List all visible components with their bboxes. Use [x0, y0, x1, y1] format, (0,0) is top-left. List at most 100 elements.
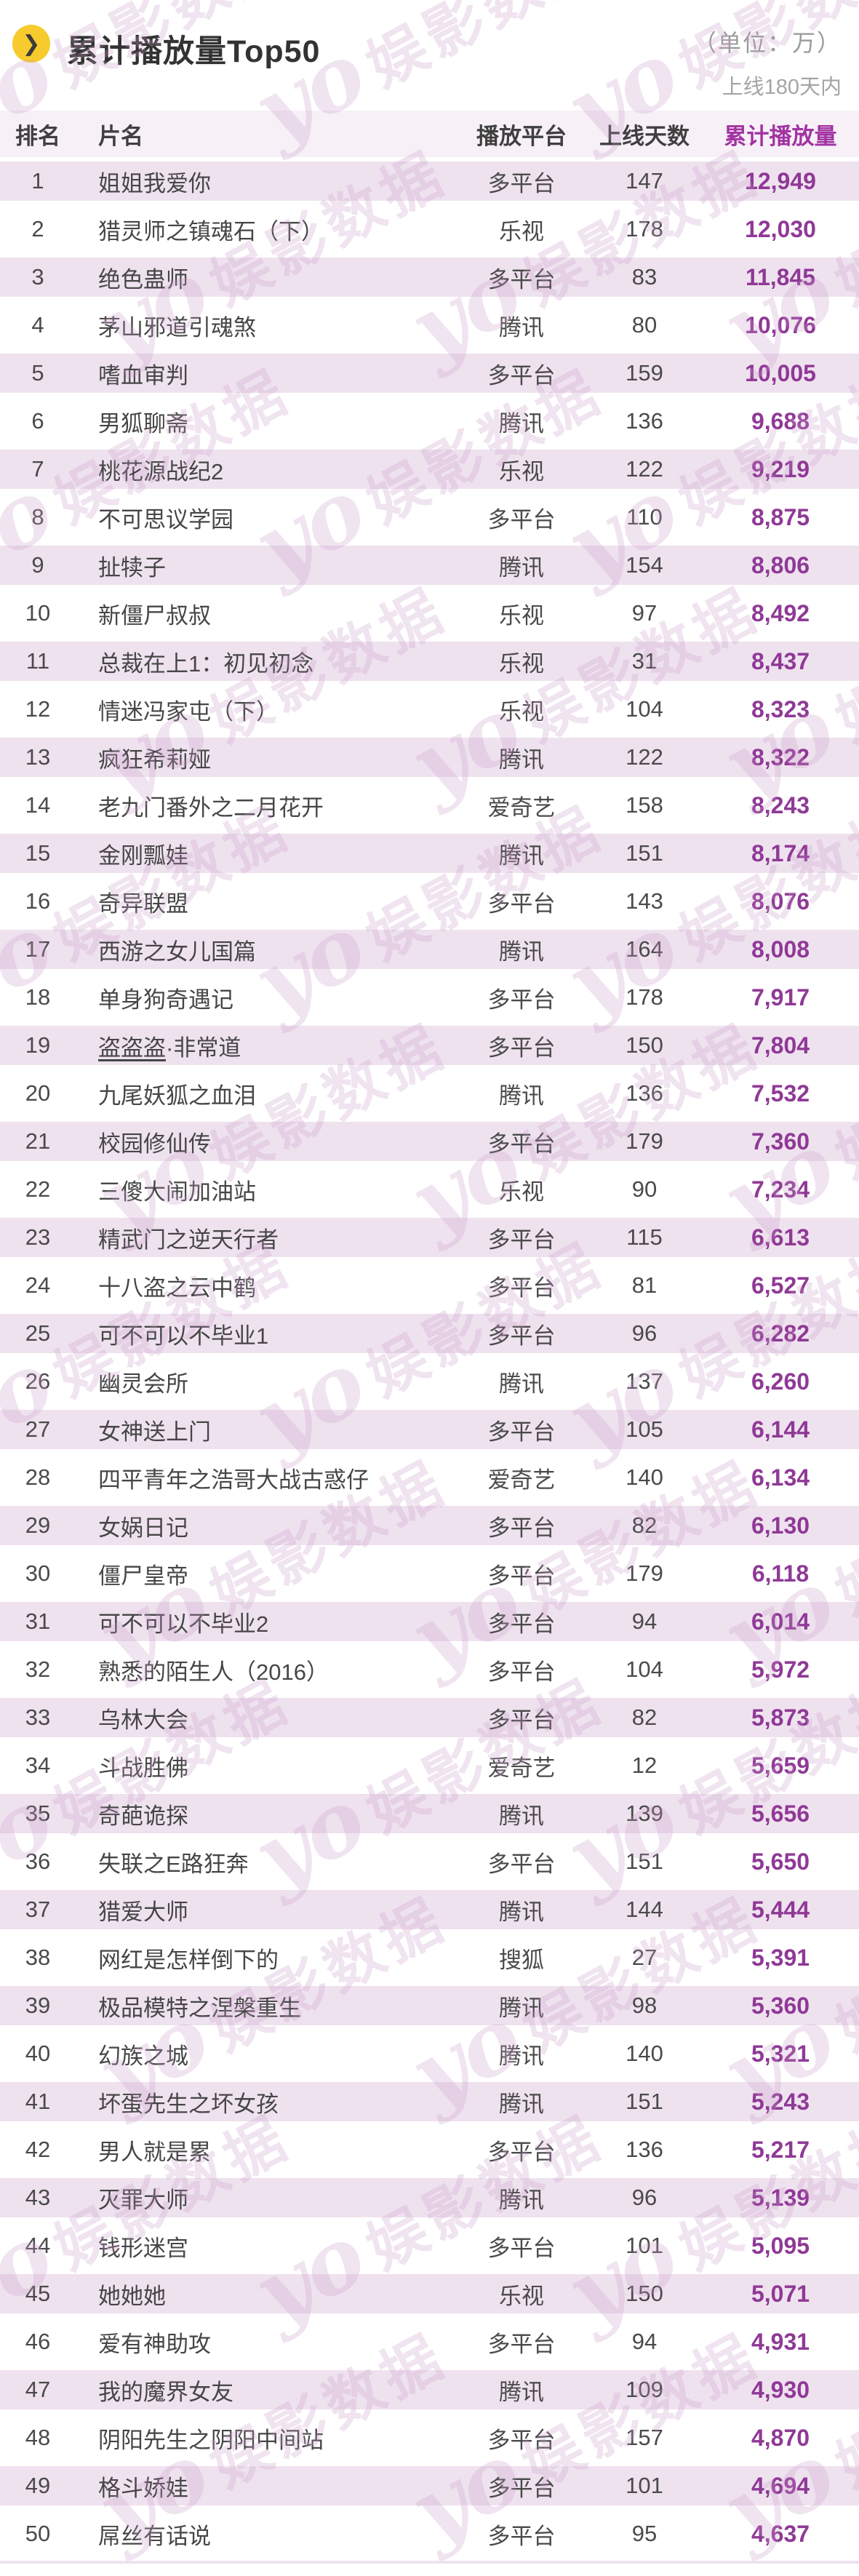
rank-cell: 40: [25, 2041, 51, 2066]
plays-cell: 9,219: [751, 455, 810, 482]
page-title: 累计播放量Top50: [67, 34, 321, 69]
platform-cell: 多平台: [487, 1419, 556, 1445]
title-cell: 极品模特之涅槃重生: [98, 1995, 301, 2021]
table-row: 49 格斗娇娃 多平台 101 4,694: [0, 2462, 859, 2510]
plays-cell: 4,694: [751, 2472, 810, 2499]
table-row: 36 失联之E路狂奔 多平台 151 5,650: [0, 1838, 859, 1886]
platform-cell: 多平台: [487, 986, 556, 1013]
platform-cell: 多平台: [487, 1131, 556, 1157]
title-cell: 三傻大闹加油站: [98, 1179, 256, 1205]
rank-cell: 44: [25, 2233, 51, 2258]
title-cell: 男狐聊斋: [98, 410, 188, 436]
title-cell: 姐姐我爱你: [98, 170, 211, 196]
title-cell: 女神送上门: [98, 1419, 211, 1445]
plays-cell: 6,118: [751, 1560, 810, 1587]
rank-cell: 16: [25, 888, 51, 914]
table-row: 11 总裁在上1：初见初念 乐视 31 8,437: [0, 637, 859, 685]
table-row: 17 西游之女儿国篇 腾讯 164 8,008: [0, 925, 859, 973]
platform-cell: 多平台: [487, 266, 556, 292]
rank-cell: 21: [25, 1128, 51, 1154]
rank-cell: 10: [25, 600, 51, 626]
table-row: 43 灭罪大师 腾讯 96 5,139: [0, 2174, 859, 2222]
rank-cell: 37: [25, 1897, 51, 1922]
rank-cell: 6: [31, 408, 44, 434]
table-row: 37 猎爱大师 腾讯 144 5,444: [0, 1886, 859, 1934]
days-cell: 122: [626, 744, 663, 770]
platform-cell: 乐视: [499, 650, 544, 677]
days-cell: 179: [626, 1560, 663, 1586]
days-cell: 95: [631, 2521, 658, 2546]
title-cell: 爱有神助攻: [98, 2331, 211, 2357]
plays-cell: 5,444: [751, 1896, 810, 1923]
platform-cell: 腾讯: [499, 1803, 544, 1829]
title-cell: 奇葩诡探: [98, 1803, 188, 1829]
plays-cell: 5,139: [751, 2184, 810, 2211]
table-row: 35 奇葩诡探 腾讯 139 5,656: [0, 1790, 859, 1838]
plays-cell: 4,870: [751, 2424, 810, 2451]
rank-cell: 38: [25, 1945, 51, 1970]
plays-cell: 8,806: [751, 551, 810, 578]
table-row: 26 幽灵会所 腾讯 137 6,260: [0, 1357, 859, 1405]
table-row: 6 男狐聊斋 腾讯 136 9,688: [0, 397, 859, 445]
title-cell: 金刚瓢娃: [98, 842, 188, 869]
platform-cell: 多平台: [487, 2139, 556, 2165]
table-row: 30 僵尸皇帝 多平台 179 6,118: [0, 1550, 859, 1598]
platform-cell: 腾讯: [499, 2091, 544, 2117]
days-cell: 178: [626, 216, 663, 242]
platform-cell: 爱奇艺: [487, 1467, 556, 1493]
rank-cell: 34: [25, 1752, 51, 1778]
column-header-plays: 累计播放量: [724, 123, 837, 149]
title-cell: 绝色蛊师: [98, 266, 188, 292]
platform-cell: 多平台: [487, 1515, 556, 1541]
days-cell: 136: [626, 408, 663, 434]
platform-cell: 多平台: [487, 1227, 556, 1253]
days-cell: 98: [631, 1993, 658, 2018]
plays-cell: 8,076: [751, 888, 810, 914]
rank-cell: 13: [25, 744, 51, 770]
plays-cell: 5,321: [751, 2040, 810, 2067]
days-cell: 122: [626, 456, 663, 482]
rank-cell: 31: [25, 1608, 51, 1634]
title-cell: 她她她: [98, 2283, 166, 2309]
table-row: 12 情迷冯家屯（下） 乐视 104 8,323: [0, 685, 859, 733]
plays-cell: 8,322: [751, 743, 810, 770]
rank-cell: 46: [25, 2329, 51, 2354]
table-row: 24 十八盗之云中鹤 多平台 81 6,527: [0, 1261, 859, 1309]
plays-cell: 10,005: [745, 359, 816, 386]
table-row: 29 女娲日记 多平台 82 6,130: [0, 1502, 859, 1550]
plays-cell: 5,650: [751, 1848, 810, 1875]
title-cell: 四平青年之浩哥大战古惑仔: [98, 1467, 369, 1493]
title-cell: 灭罪大师: [98, 2187, 188, 2213]
title-cell: 僵尸皇帝: [98, 1563, 188, 1589]
platform-cell: 多平台: [487, 1034, 556, 1061]
title-cell: 西游之女儿国篇: [98, 938, 256, 965]
days-cell: 136: [626, 1080, 663, 1106]
rank-cell: 41: [25, 2089, 51, 2114]
platform-cell: 搜狐: [499, 1947, 544, 1973]
table-row: 44 钱形迷宫 多平台 101 5,095: [0, 2222, 859, 2270]
rank-cell: 3: [31, 264, 44, 290]
title-notes: （单位：万） 上线180天内: [693, 25, 842, 100]
title-cell: 十八盗之云中鹤: [98, 1275, 256, 1301]
platform-cell: 爱奇艺: [487, 1755, 556, 1781]
plays-cell: 5,972: [751, 1656, 810, 1683]
plays-cell: 8,323: [751, 695, 810, 722]
title-cell: 总裁在上1：初见初念: [98, 650, 314, 677]
range-note: 上线180天内: [722, 76, 842, 99]
plays-cell: 9,688: [751, 407, 810, 434]
rank-cell: 33: [25, 1704, 51, 1730]
rank-cell: 29: [25, 1512, 51, 1538]
title-cell: 男人就是累: [98, 2139, 211, 2165]
plays-cell: 6,613: [751, 1224, 810, 1251]
title-cell: 坏蛋先生之坏女孩: [98, 2091, 279, 2117]
days-cell: 179: [626, 1128, 663, 1154]
title-cell: 钱形迷宫: [98, 2235, 188, 2261]
days-cell: 154: [626, 552, 663, 578]
table-row: 34 斗战胜佛 爱奇艺 12 5,659: [0, 1742, 859, 1790]
rank-cell: 15: [25, 840, 51, 866]
table-row: 28 四平青年之浩哥大战古惑仔 爱奇艺 140 6,134: [0, 1454, 859, 1502]
table-row: 42 男人就是累 多平台 136 5,217: [0, 2126, 859, 2174]
table-row: 21 校园修仙传 多平台 179 7,360: [0, 1117, 859, 1165]
title-bar: ❯ 累计播放量Top50 （单位：万） 上线180天内: [0, 0, 859, 111]
table-row: 16 奇异联盟 多平台 143 8,076: [0, 877, 859, 925]
